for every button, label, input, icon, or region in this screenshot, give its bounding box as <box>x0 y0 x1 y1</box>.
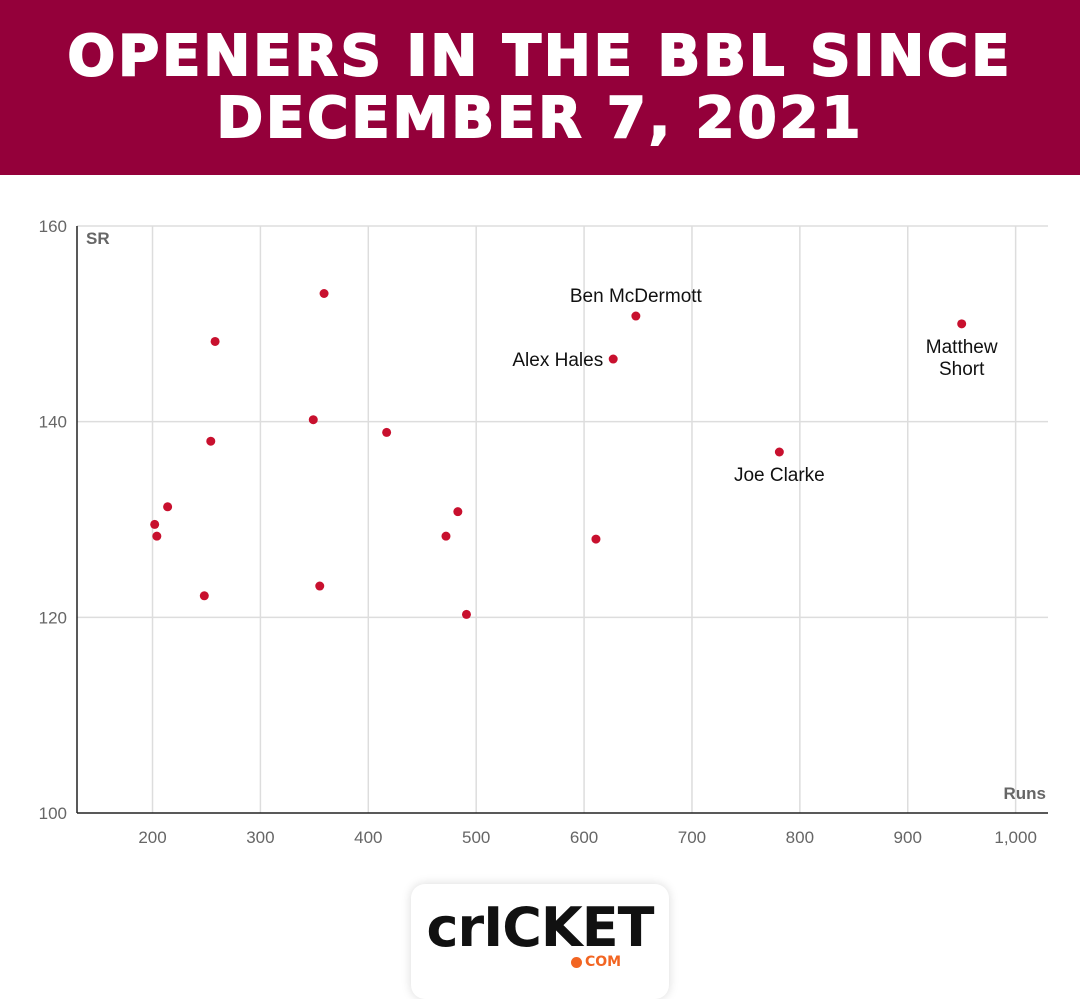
data-point <box>206 436 216 446</box>
y-tick-label: 120 <box>39 608 67 627</box>
x-tick-label: 900 <box>894 828 922 847</box>
logo-wordmark: crICKET <box>426 896 655 959</box>
x-tick-label: 500 <box>462 828 490 847</box>
y-tick-label: 100 <box>39 804 67 823</box>
data-point <box>163 502 173 512</box>
scatter-chart: 200 300 400 500 600 700 800 900 1,000 100 120 140 16… <box>39 217 1048 847</box>
logo-suffix: COM <box>585 954 622 970</box>
data-point <box>210 336 220 346</box>
data-point <box>774 447 784 457</box>
x-tick-label: 800 <box>786 828 814 847</box>
y-tick-label: 140 <box>39 413 67 432</box>
data-point <box>608 354 618 364</box>
x-tick-label: 400 <box>354 828 382 847</box>
x-axis-label: Runs <box>1004 784 1047 803</box>
x-tick-label: 600 <box>570 828 598 847</box>
logo-dot-icon <box>571 957 582 968</box>
point-label: Ben McDermott <box>570 286 703 307</box>
x-tick-label: 200 <box>138 828 166 847</box>
data-point <box>631 311 641 321</box>
data-point <box>591 534 601 544</box>
x-tick-label: 300 <box>246 828 274 847</box>
data-point <box>319 289 329 299</box>
data-point <box>382 427 392 437</box>
x-tick-label: 700 <box>678 828 706 847</box>
y-axis-label: SR <box>86 229 110 248</box>
data-point <box>453 507 463 517</box>
data-point <box>315 581 325 591</box>
x-tick-label: 1,000 <box>994 828 1037 847</box>
data-point <box>199 591 209 601</box>
y-tick-label: 160 <box>39 217 67 236</box>
chart-title-line-2: DECEMBER 7, 2021 <box>216 85 864 151</box>
data-point <box>152 531 162 541</box>
point-label: Matthew Short <box>926 337 998 380</box>
data-point <box>461 609 471 619</box>
title-banner: OPENERS IN THE BBL SINCE DECEMBER 7, 202… <box>0 0 1080 175</box>
data-point <box>957 319 967 329</box>
chart-title-line-1: OPENERS IN THE BBL SINCE <box>67 23 1013 89</box>
data-point <box>308 415 318 425</box>
data-point <box>441 531 451 541</box>
point-label: Joe Clarke <box>734 465 825 486</box>
brand-logo: crICKET COM <box>411 884 669 999</box>
point-label: Alex Hales <box>512 350 603 371</box>
data-point <box>150 519 160 529</box>
